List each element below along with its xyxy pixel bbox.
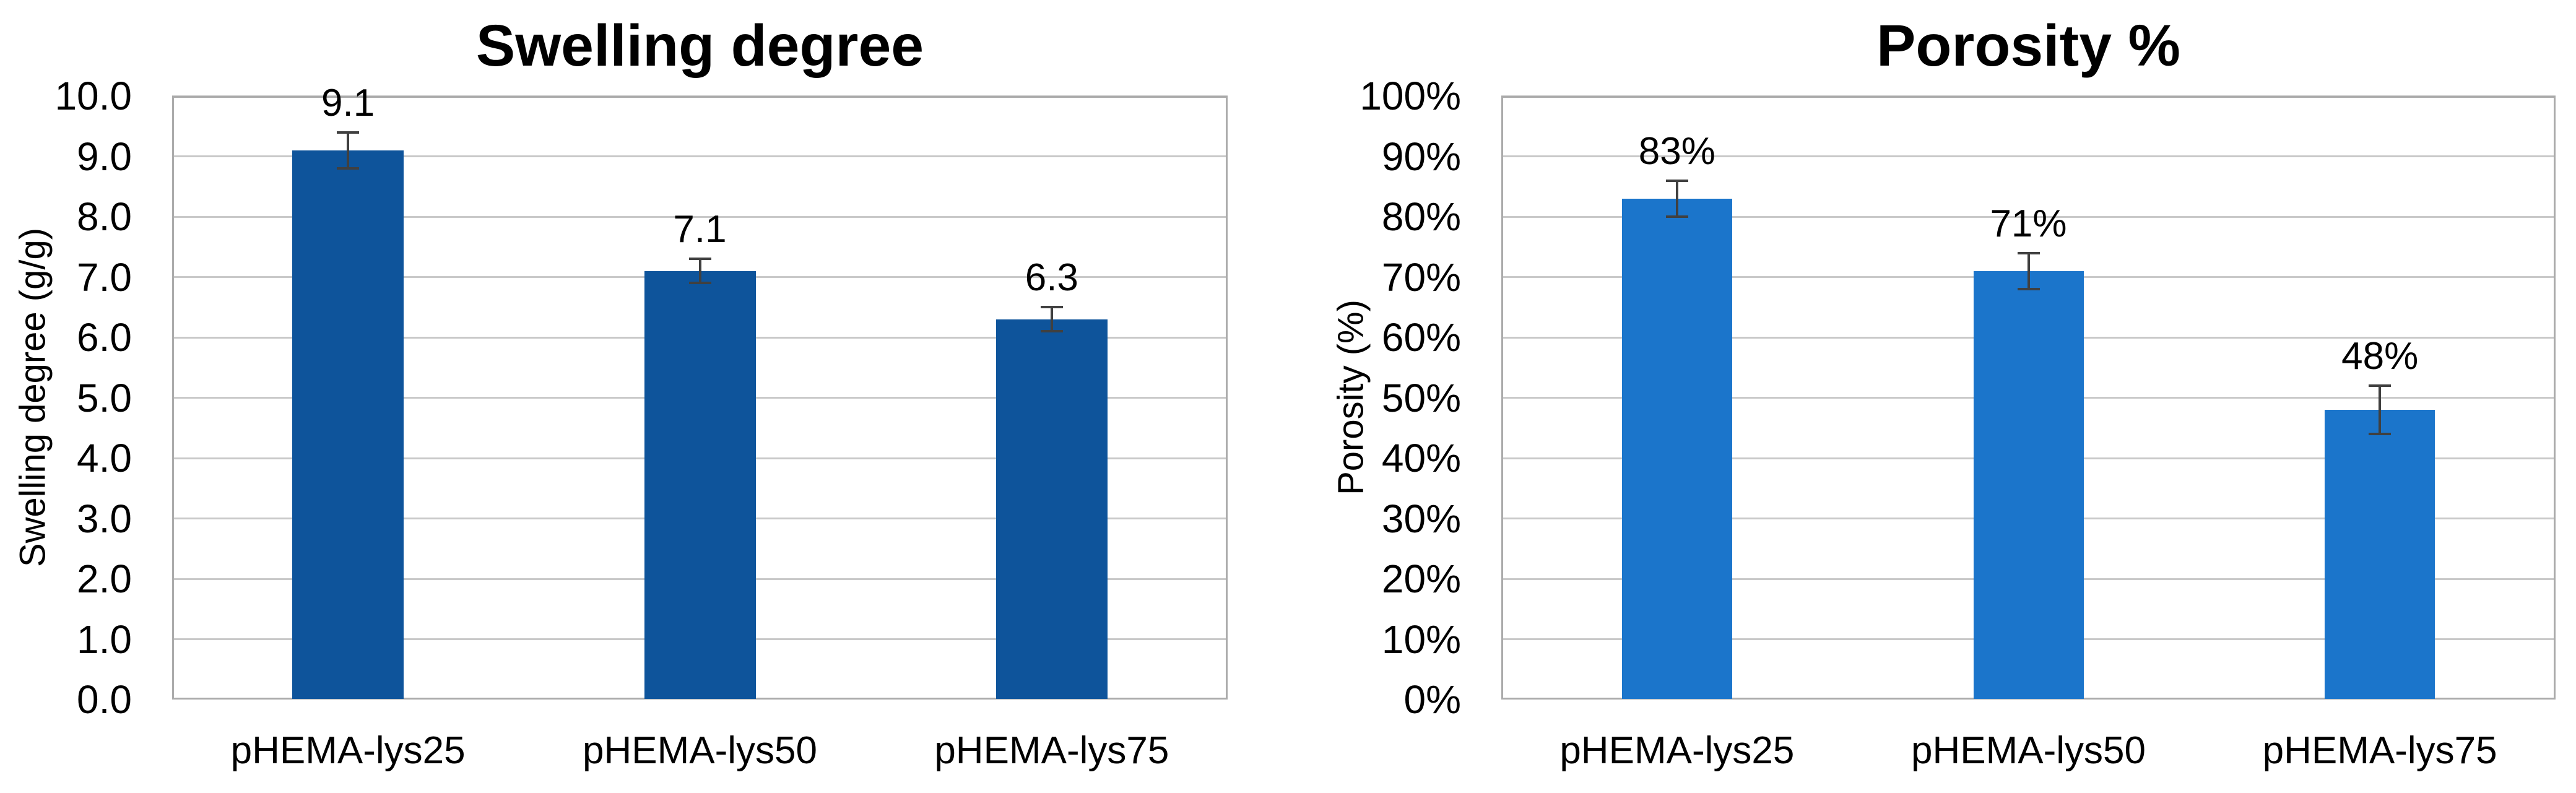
y-axis-tick-label: 90% — [1381, 134, 1461, 179]
error-bar-cap-bottom — [688, 282, 711, 285]
x-axis-label-pHEMA-lys50: pHEMA-lys50 — [1911, 729, 2146, 772]
error-bar-cap-top — [337, 131, 360, 134]
data-label-pHEMA-lys50: 71% — [1990, 202, 2067, 245]
data-label-pHEMA-lys25: 9.1 — [321, 81, 375, 124]
gridline — [172, 215, 1228, 218]
x-axis-label-pHEMA-lys50: pHEMA-lys50 — [583, 729, 817, 772]
y-axis-tick-label: 9.0 — [77, 134, 132, 179]
y-axis-tick-label: 0.0 — [77, 677, 132, 722]
y-axis-tick-label: 100% — [1360, 74, 1461, 118]
y-axis-tick-label: 4.0 — [77, 436, 132, 480]
gridline — [172, 155, 1228, 157]
plot-area — [172, 96, 1228, 700]
y-axis-tick-label: 7.0 — [77, 254, 132, 300]
y-axis-tick-label: 6.0 — [77, 315, 132, 360]
plot-area — [1501, 96, 2556, 700]
error-bar-line — [347, 132, 350, 168]
y-axis-tick-label: 80% — [1381, 194, 1461, 239]
bar-pHEMA-lys25 — [1621, 198, 1732, 699]
bar-pHEMA-lys75 — [2325, 410, 2435, 699]
chart-title-porosity: Porosity % — [1876, 12, 2180, 79]
error-bar-cap-bottom — [1040, 330, 1063, 333]
error-bar-line — [698, 259, 701, 284]
bar-pHEMA-lys75 — [995, 319, 1108, 699]
y-axis-tick-label: 70% — [1381, 254, 1461, 300]
y-axis-tick-label: 5.0 — [77, 375, 132, 420]
y-axis-tick-label: 3.0 — [77, 496, 132, 541]
y-axis-tick-label: 60% — [1381, 315, 1461, 360]
chart-title-swelling-degree: Swelling degree — [475, 12, 924, 79]
x-axis-label-pHEMA-lys25: pHEMA-lys25 — [1559, 729, 1795, 772]
error-bar-line — [2027, 253, 2030, 289]
error-bar-cap-top — [1040, 306, 1063, 309]
y-axis-tick-label: 2.0 — [77, 557, 132, 601]
bar-pHEMA-lys50 — [1973, 271, 2084, 699]
error-bar-cap-bottom — [2017, 288, 2040, 290]
error-bar-cap-top — [2369, 384, 2392, 387]
error-bar-line — [1050, 307, 1053, 332]
error-bar-line — [2379, 386, 2382, 434]
data-label-pHEMA-lys50: 7.1 — [673, 208, 727, 251]
data-label-pHEMA-lys75: 6.3 — [1025, 256, 1078, 300]
y-axis-tick-label: 10.0 — [54, 74, 132, 118]
error-bar-cap-bottom — [1665, 215, 1688, 218]
x-axis-label-pHEMA-lys75: pHEMA-lys75 — [2262, 729, 2497, 772]
data-label-pHEMA-lys75: 48% — [2341, 335, 2419, 378]
error-bar-cap-bottom — [2369, 433, 2392, 435]
error-bar-cap-top — [1665, 179, 1688, 182]
y-axis-tick-label: 20% — [1381, 557, 1461, 601]
error-bar-cap-top — [688, 258, 711, 261]
gridline — [1501, 155, 2556, 157]
error-bar-cap-top — [2017, 251, 2040, 254]
x-axis-label-pHEMA-lys25: pHEMA-lys25 — [230, 729, 466, 772]
y-axis-tick-label: 8.0 — [77, 194, 132, 239]
y-axis-tick-label: 10% — [1381, 617, 1461, 662]
bar-pHEMA-lys50 — [644, 271, 756, 699]
gridline — [1501, 215, 2556, 218]
error-bar-cap-bottom — [337, 167, 360, 170]
y-axis-tick-label: 0% — [1403, 677, 1462, 722]
error-bar-line — [1675, 180, 1678, 217]
y-axis-tick-label: 40% — [1381, 436, 1461, 480]
bar-pHEMA-lys25 — [292, 150, 404, 699]
y-axis-tick-label: 30% — [1381, 496, 1461, 541]
data-label-pHEMA-lys25: 83% — [1638, 129, 1715, 173]
y-axis-tick-label: 1.0 — [77, 617, 132, 662]
y-axis-tick-label: 50% — [1381, 375, 1461, 420]
x-axis-label-pHEMA-lys75: pHEMA-lys75 — [934, 729, 1169, 772]
